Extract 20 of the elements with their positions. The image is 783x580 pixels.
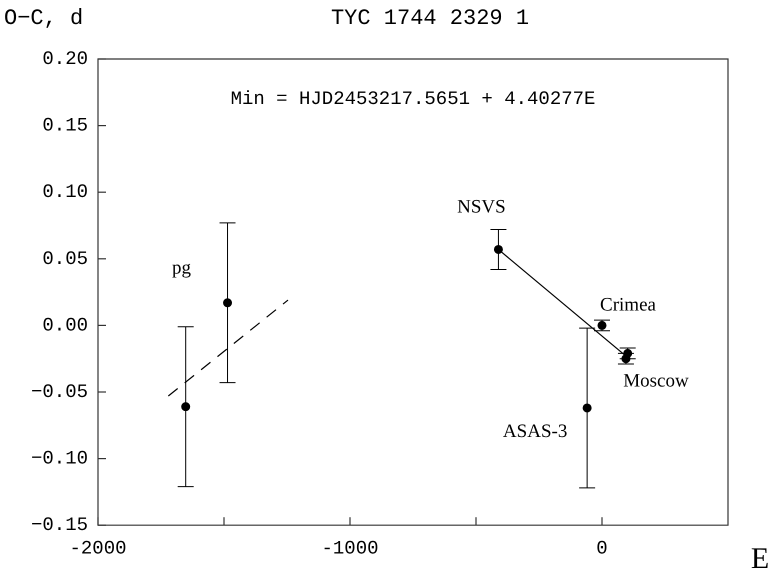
x-axis-title: E: [750, 542, 770, 575]
y-tick-label: 0.10: [42, 181, 88, 204]
annotation: ASAS-3: [502, 420, 568, 442]
y-tick-label: −0.15: [30, 514, 88, 536]
chart-title: TYC 1744 2329 1: [330, 6, 530, 31]
y-axis-title: O−C, d: [4, 6, 84, 31]
y-tick-label: −0.05: [30, 381, 88, 404]
y-tick-label: −0.10: [30, 448, 88, 470]
y-tick-label: 0.00: [42, 314, 88, 336]
annotation: Moscow: [623, 370, 689, 392]
x-tick-label: -2000: [69, 538, 127, 560]
annotation: NSVS: [457, 196, 506, 218]
y-tick-label: 0.20: [42, 48, 88, 70]
y-tick-label: 0.05: [42, 248, 88, 270]
annotation: pg: [172, 258, 192, 279]
annotation: Crimea: [600, 294, 657, 316]
y-tick-label: 0.15: [42, 114, 88, 137]
x-tick-label: -1000: [321, 538, 379, 560]
x-tick-label: 0: [596, 538, 608, 560]
annotation: Min = HJD2453217.5651 + 4.40277E: [230, 88, 596, 110]
